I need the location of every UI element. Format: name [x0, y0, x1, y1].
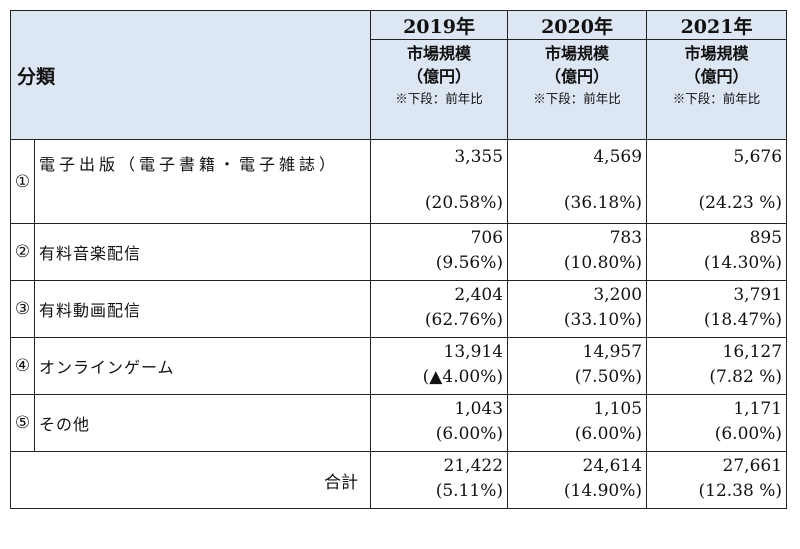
unit-label: 市場規模 — [407, 44, 472, 63]
market-value: 1,043 — [454, 399, 504, 419]
ratio-note: ※下段：前年比 — [533, 91, 621, 106]
yoy-ratio: (6.00%) — [435, 424, 504, 444]
market-value: 5,676 — [733, 147, 783, 167]
category-name: 電子出版（電子書籍・電子雑誌） — [33, 139, 372, 224]
yoy-ratio: (20.58%) — [424, 193, 504, 213]
market-value: 4,569 — [593, 147, 643, 167]
market-value: 3,355 — [454, 147, 504, 167]
cell-2021: 1,171 (6.00%) — [646, 394, 788, 452]
yoy-ratio: (6.00%) — [714, 424, 783, 444]
category-name: オンラインゲーム — [33, 337, 372, 395]
unit-paren: （億円） — [545, 67, 610, 86]
cell-2020: 783 (10.80%) — [507, 223, 648, 281]
cell-2020: 14,957 (7.50%) — [507, 337, 648, 395]
total-2021: 27,661 (12.38 %) — [646, 451, 788, 509]
unit-header-2021: 市場規模 （億円） ※下段：前年比 — [646, 39, 788, 140]
year-2019-header: 2019年 — [370, 10, 509, 40]
market-value: 2,404 — [454, 285, 504, 305]
yoy-ratio: (24.23 %) — [698, 193, 783, 213]
market-value: 783 — [609, 228, 643, 248]
market-value: 16,127 — [722, 342, 783, 362]
total-value: 21,422 — [443, 456, 504, 476]
cell-2021: 3,791 (18.47%) — [646, 280, 788, 338]
row-index: ⑤ — [10, 394, 35, 452]
yoy-ratio: (33.10%) — [563, 310, 643, 330]
market-value: 14,957 — [582, 342, 643, 362]
market-value: 1,105 — [593, 399, 643, 419]
table-row: ③ 有料動画配信 2,404 (62.76%) 3,200 (33.10%) 3,7… — [10, 280, 788, 338]
ratio-note: ※下段：前年比 — [672, 91, 761, 106]
category-name: その他 — [33, 394, 372, 452]
yoy-ratio: (▲4.00%) — [422, 367, 504, 387]
row-index: ④ — [10, 337, 35, 395]
market-value: 895 — [749, 228, 783, 248]
yoy-ratio: (9.56%) — [435, 253, 504, 273]
category-header: 分類 — [9, 10, 372, 140]
cell-2019: 3,355 (20.58%) — [370, 139, 509, 224]
total-ratio: (5.11%) — [435, 481, 504, 501]
table-row: ② 有料音楽配信 706 (9.56%) 783 (10.80%) 895 (14.3… — [10, 223, 788, 281]
cell-2019: 1,043 (6.00%) — [370, 394, 509, 452]
table-row: ① 電子出版（電子書籍・電子雑誌） 3,355 (20.58%) 4,569 (36… — [10, 139, 788, 224]
yoy-ratio: (14.30%) — [703, 253, 783, 273]
row-index: ② — [10, 223, 35, 281]
market-value: 706 — [470, 228, 504, 248]
total-ratio: (14.90%) — [563, 481, 643, 501]
row-index: ③ — [10, 280, 35, 338]
market-value: 13,914 — [443, 342, 504, 362]
year-2021-header: 2021年 — [646, 10, 788, 40]
yoy-ratio: (62.76%) — [424, 310, 504, 330]
cell-2021: 5,676 (24.23 %) — [646, 139, 788, 224]
yoy-ratio: (7.82 %) — [709, 367, 783, 387]
unit-paren: （億円） — [407, 67, 472, 86]
total-label: 合計 — [9, 451, 372, 509]
yoy-ratio: (18.47%) — [703, 310, 783, 330]
market-size-table: 分類 2019年 2020年 2021年 市場規模 （億円） ※下段：前年比 市… — [9, 10, 788, 509]
unit-label: 市場規模 — [684, 44, 749, 63]
cell-2019: 2,404 (62.76%) — [370, 280, 509, 338]
market-value: 1,171 — [733, 399, 783, 419]
cell-2019: 13,914 (▲4.00%) — [370, 337, 509, 395]
yoy-ratio: (10.80%) — [563, 253, 643, 273]
table-row: ⑤ その他 1,043 (6.00%) 1,105 (6.00%) 1,171 (6.… — [10, 394, 788, 452]
unit-label: 市場規模 — [545, 44, 610, 63]
yoy-ratio: (7.50%) — [574, 367, 643, 387]
total-ratio: (12.38 %) — [698, 481, 783, 501]
table-row: ④ オンラインゲーム 13,914 (▲4.00%) 14,957 (7.50%) … — [10, 337, 788, 395]
market-value: 3,200 — [593, 285, 643, 305]
total-row: 合計 21,422 (5.11%) 24,614 (14.90%) 27,661 (1… — [9, 451, 788, 509]
total-value: 24,614 — [582, 456, 643, 476]
unit-paren: （億円） — [684, 67, 749, 86]
total-2019: 21,422 (5.11%) — [370, 451, 509, 509]
category-name: 有料音楽配信 — [33, 223, 372, 281]
year-2020-header: 2020年 — [507, 10, 648, 40]
cell-2019: 706 (9.56%) — [370, 223, 509, 281]
cell-2021: 16,127 (7.82 %) — [646, 337, 788, 395]
total-2020: 24,614 (14.90%) — [507, 451, 648, 509]
cell-2021: 895 (14.30%) — [646, 223, 788, 281]
market-value: 3,791 — [733, 285, 783, 305]
ratio-note: ※下段：前年比 — [395, 91, 483, 106]
unit-header-2019: 市場規模 （億円） ※下段：前年比 — [370, 39, 509, 140]
yoy-ratio: (36.18%) — [563, 193, 643, 213]
category-name: 有料動画配信 — [33, 280, 372, 338]
row-index: ① — [10, 139, 35, 224]
cell-2020: 3,200 (33.10%) — [507, 280, 648, 338]
yoy-ratio: (6.00%) — [574, 424, 643, 444]
total-value: 27,661 — [722, 456, 783, 476]
unit-header-2020: 市場規模 （億円） ※下段：前年比 — [507, 39, 648, 140]
cell-2020: 1,105 (6.00%) — [507, 394, 648, 452]
cell-2020: 4,569 (36.18%) — [507, 139, 648, 224]
